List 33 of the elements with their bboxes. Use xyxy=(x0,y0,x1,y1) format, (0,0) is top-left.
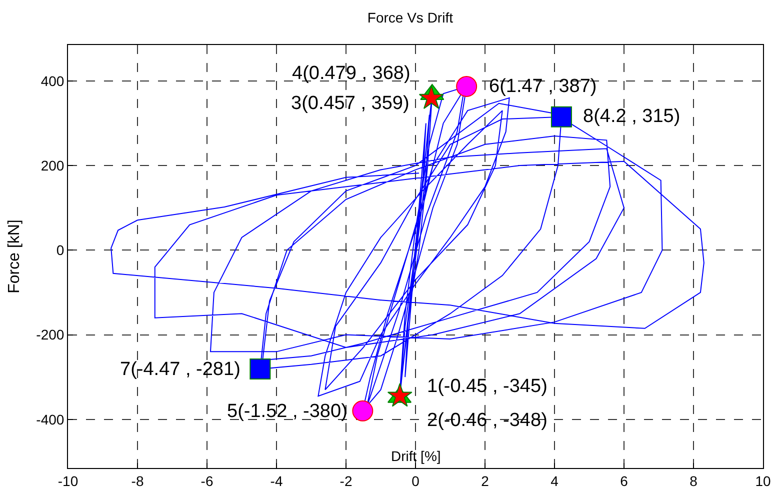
point xyxy=(550,106,572,128)
y-tick-label: 0 xyxy=(56,242,64,258)
chart-title: Force Vs Drift xyxy=(367,9,454,26)
annotation: 1(-0.45 , -345) xyxy=(427,376,548,397)
point xyxy=(456,76,478,97)
point xyxy=(250,358,271,380)
point xyxy=(418,85,444,109)
x-tick-label: 6 xyxy=(620,472,628,489)
point xyxy=(352,400,374,422)
x-tick-label: 10 xyxy=(755,472,771,489)
y-tick-label: 400 xyxy=(40,72,64,89)
x-tick-label: 0 xyxy=(412,472,420,489)
annotation: 2(-0.46 , -348) xyxy=(427,410,548,431)
x-tick-label: 4 xyxy=(550,472,559,489)
x-tick-label: -8 xyxy=(131,472,144,489)
annotation: 8(4.2 , 315) xyxy=(583,106,680,127)
annotation: 3(0.457 , 359) xyxy=(291,93,410,114)
x-tick-label: -4 xyxy=(270,472,283,489)
annotation: 6(1.47 , 387) xyxy=(489,76,597,97)
annotation: 4(0.479 , 368) xyxy=(292,63,410,84)
x-tick-label: 2 xyxy=(481,472,490,489)
x-tick-label: -2 xyxy=(340,472,352,489)
x-tick-label: -10 xyxy=(58,472,78,489)
y-tick-label: -200 xyxy=(36,326,64,343)
x-tick-label: -6 xyxy=(200,472,214,489)
annotation: 7(-4.47 , -281) xyxy=(120,359,240,380)
x-tick-label: 8 xyxy=(690,472,698,489)
annotation: 5(-1.52 , -380) xyxy=(227,401,348,422)
point xyxy=(387,382,412,407)
y-tick-label: -400 xyxy=(36,411,64,428)
y-tick-label: 200 xyxy=(40,157,64,174)
x-axis-title: Drift [%] xyxy=(391,448,441,464)
y-axis-title: Force [kN] xyxy=(6,220,24,294)
